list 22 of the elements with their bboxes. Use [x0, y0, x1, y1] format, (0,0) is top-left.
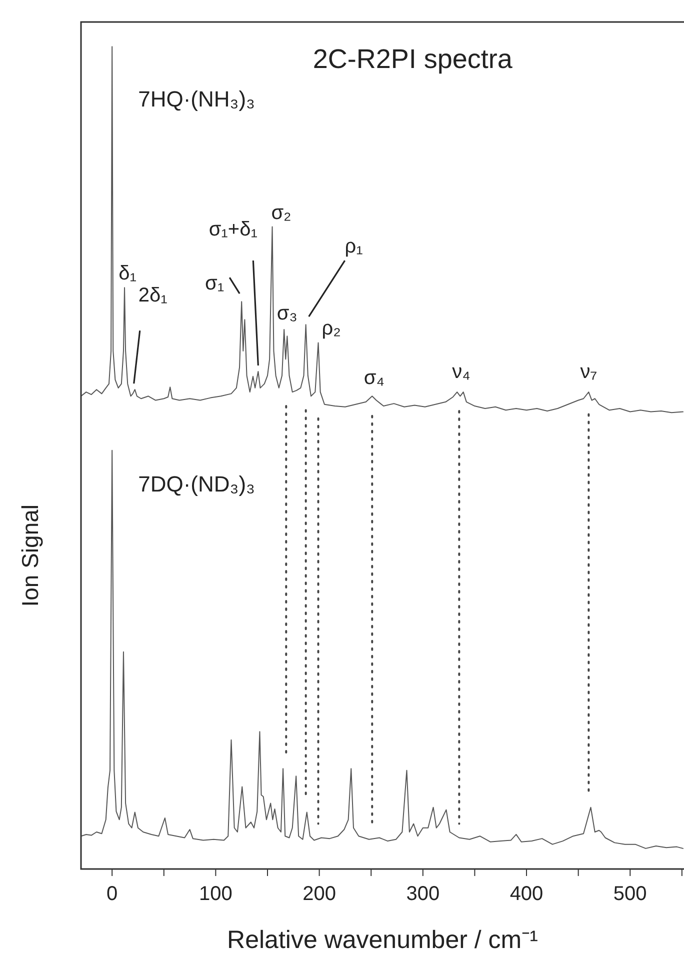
annotation: ρ₂ [322, 318, 341, 340]
annotation: δ₁ [118, 262, 137, 285]
x-axis-title: Relative wavenumber / cm⁻¹ [227, 926, 538, 954]
annotation: σ₃ [276, 302, 298, 325]
x-tick-label: 400 [510, 883, 544, 906]
annotation: σ₁+δ₁ [208, 218, 258, 240]
annotation: ν₇ [580, 361, 598, 384]
chart-title: 2C-R2PI spectra [312, 44, 514, 74]
annotation: σ₂ [271, 202, 292, 224]
annotation: σ₁ [205, 272, 224, 295]
x-tick-label: 500 [613, 883, 647, 906]
series-label: 7HQ·(NH₃)₃ [138, 86, 256, 112]
x-tick-label: 0 [106, 883, 118, 906]
annotation: ρ₁ [344, 236, 364, 258]
x-tick-label: 200 [302, 883, 336, 906]
x-tick-label: 300 [406, 883, 440, 906]
annotation: 2δ₁ [138, 284, 168, 307]
series-label: 7DQ·(ND₃)₃ [138, 471, 256, 496]
annotation: σ₄ [364, 367, 384, 390]
x-tick-label: 100 [199, 883, 232, 906]
annotation: ν₄ [452, 361, 470, 384]
y-axis-title: Ion Signal [17, 504, 43, 607]
